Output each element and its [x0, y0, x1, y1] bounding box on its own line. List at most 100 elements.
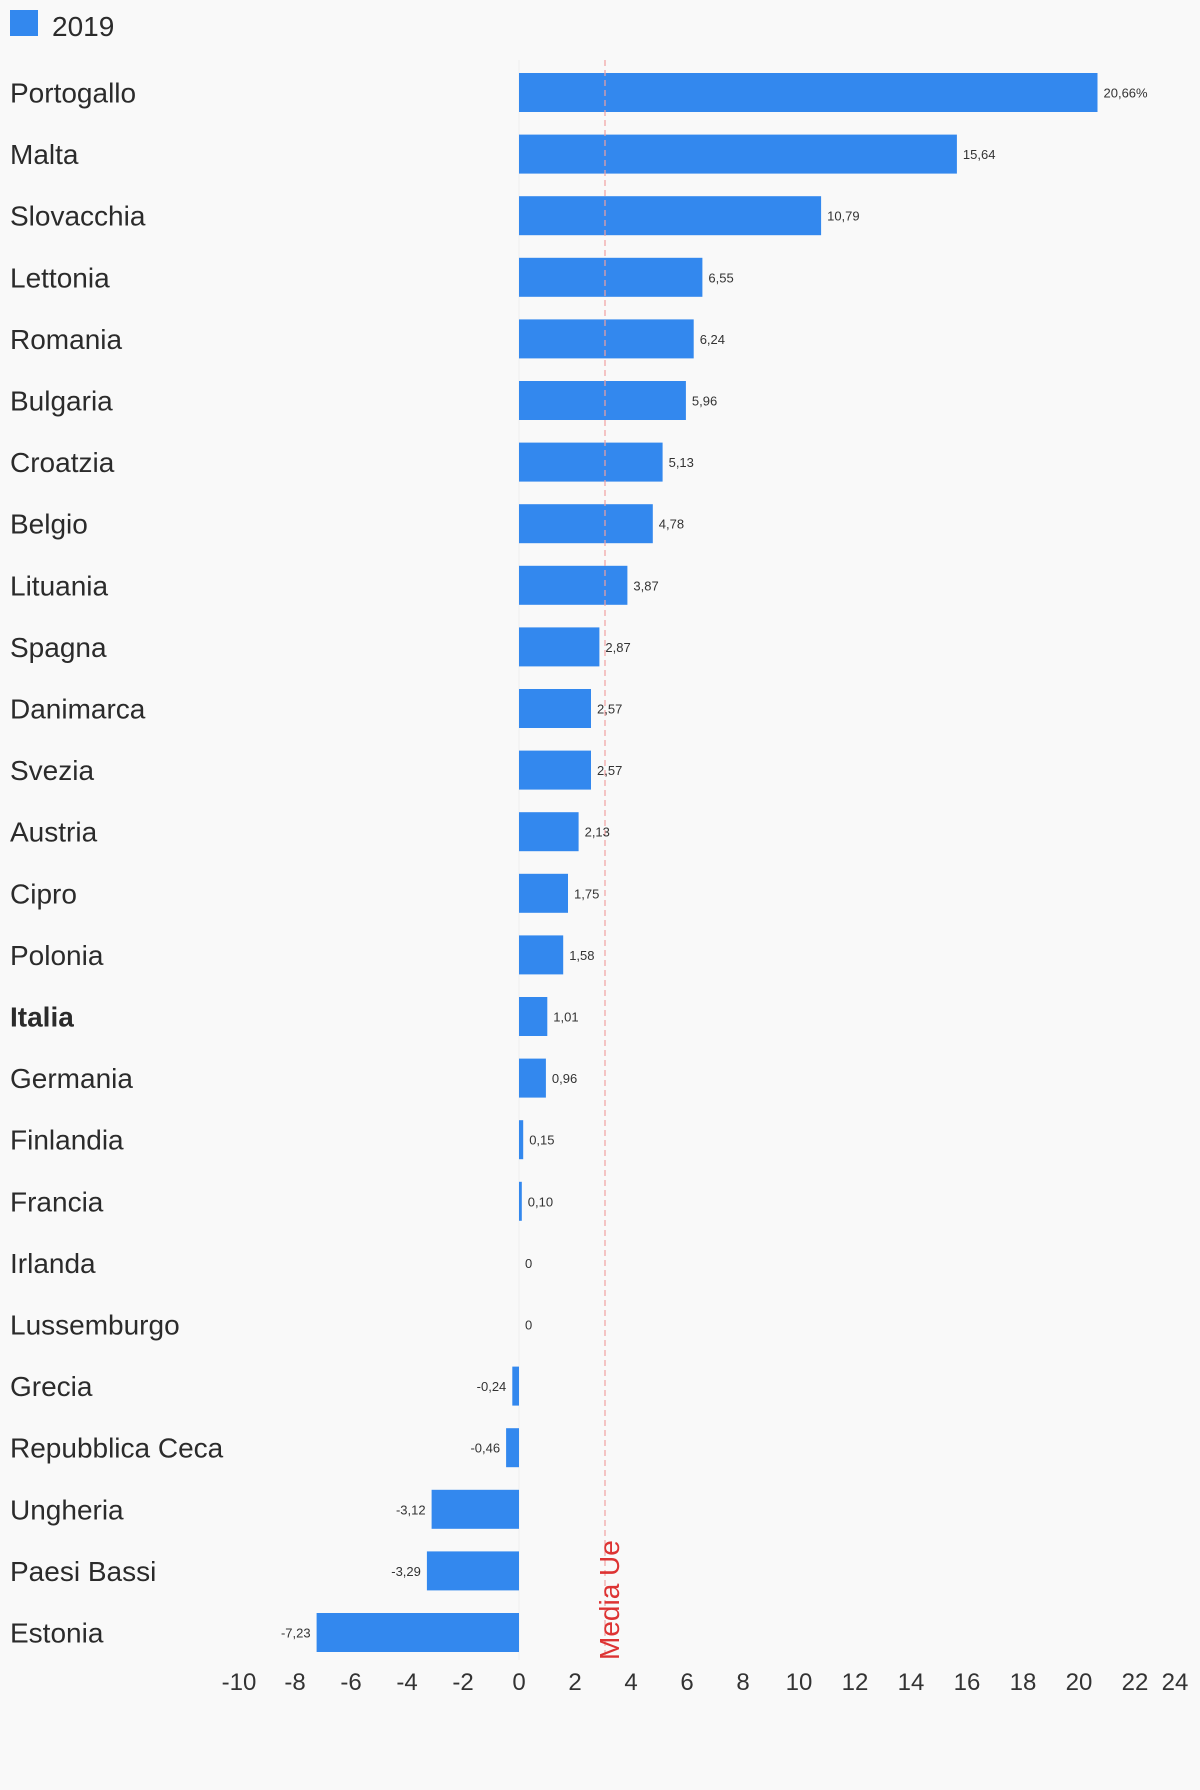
- category-label: Croatzia: [10, 447, 115, 478]
- category-label: Polonia: [10, 940, 104, 971]
- category-label: Bulgaria: [10, 386, 113, 417]
- x-tick-label: 14: [898, 1669, 925, 1696]
- category-labels: Portogallo Malta Slovacchia Lettonia Romania…: [10, 78, 224, 1649]
- value-label: 2,57: [597, 702, 622, 717]
- category-label: Repubblica Ceca: [10, 1433, 224, 1464]
- reference-annotation: Media Ue: [594, 1540, 625, 1660]
- x-tick-label: 2: [568, 1669, 581, 1696]
- bar: [519, 504, 653, 544]
- bar: [519, 750, 591, 790]
- x-tick-label: -8: [284, 1669, 305, 1696]
- value-label: 5,13: [669, 455, 694, 470]
- bar: [431, 1489, 519, 1529]
- value-label: 1,58: [569, 948, 594, 963]
- value-label: -7,23: [281, 1626, 311, 1641]
- bar: [519, 134, 957, 174]
- category-label: Irlanda: [10, 1248, 96, 1279]
- category-label: Svezia: [10, 755, 94, 786]
- value-label: 2,13: [585, 825, 610, 840]
- bar: [512, 1366, 519, 1406]
- x-tick-label: 24: [1162, 1669, 1189, 1696]
- bar: [519, 257, 703, 297]
- x-axis-ticks: -10 -8 -6 -4 -2 0 2 4 6 8 10 12 14 16 18 20 22 24: [222, 1669, 1189, 1696]
- value-label: -3,29: [391, 1564, 421, 1579]
- value-label: 6,55: [708, 270, 733, 285]
- category-label: Portogallo: [10, 78, 136, 109]
- x-tick-label: -2: [452, 1669, 473, 1696]
- reference-line-label: Media Ue: [594, 1540, 625, 1660]
- bar: [519, 1181, 522, 1221]
- category-label: Grecia: [10, 1371, 93, 1402]
- category-label: Danimarca: [10, 694, 146, 725]
- bar: [519, 627, 600, 667]
- bar: [519, 381, 686, 420]
- value-label: 0: [525, 1256, 532, 1271]
- x-tick-label: 0: [512, 1669, 525, 1696]
- bar: [316, 1613, 519, 1652]
- x-tick-label: 12: [842, 1669, 869, 1696]
- x-tick-label: 10: [786, 1669, 813, 1696]
- category-label: Belgio: [10, 509, 88, 540]
- category-label: Germania: [10, 1063, 133, 1094]
- x-tick-label: 16: [954, 1669, 981, 1696]
- value-label: 6,24: [700, 332, 725, 347]
- value-labels: 20,66% 15,64 10,79 6,55 6,24 5,96 5,13 4,78 3,87…: [281, 86, 1148, 1641]
- x-tick-label: 8: [736, 1669, 749, 1696]
- legend-swatch: [10, 10, 38, 36]
- value-label: 5,96: [692, 394, 717, 409]
- x-tick-label: 22: [1122, 1669, 1149, 1696]
- value-label: 2,87: [605, 640, 630, 655]
- category-label: Estonia: [10, 1618, 104, 1649]
- category-label: Malta: [10, 139, 79, 170]
- x-tick-label: -4: [396, 1669, 417, 1696]
- category-label: Slovacchia: [10, 201, 146, 232]
- bar: [519, 565, 628, 605]
- category-label: Lituania: [10, 570, 109, 601]
- legend-label: 2019: [52, 11, 114, 42]
- bar: [506, 1428, 519, 1468]
- bar: [519, 73, 1098, 112]
- bar: [519, 196, 822, 236]
- category-label: Lettonia: [10, 262, 110, 293]
- category-label: Lussemburgo: [10, 1310, 180, 1341]
- value-label: 0,96: [552, 1071, 577, 1086]
- legend: 2019: [10, 10, 114, 42]
- value-label: -3,12: [396, 1502, 426, 1517]
- category-label: Ungheria: [10, 1494, 124, 1525]
- bar: [519, 442, 663, 482]
- x-tick-label: -6: [340, 1669, 361, 1696]
- value-label: -0,24: [477, 1379, 507, 1394]
- value-label: 2,57: [597, 763, 622, 778]
- value-label: 10,79: [827, 209, 860, 224]
- x-tick-label: 20: [1066, 1669, 1093, 1696]
- value-label: 4,78: [659, 517, 684, 532]
- value-label: 0,15: [529, 1133, 554, 1148]
- bar: [519, 689, 591, 728]
- value-label: 0: [525, 1318, 532, 1333]
- value-label: 15,64: [963, 147, 996, 162]
- x-tick-label: -10: [222, 1669, 257, 1696]
- bar: [519, 812, 579, 852]
- bar: [519, 1120, 524, 1160]
- bar: [519, 319, 694, 359]
- value-label: -0,46: [470, 1441, 500, 1456]
- value-label: 1,75: [574, 886, 599, 901]
- value-label: 1,01: [553, 1010, 578, 1025]
- value-label: 3,87: [633, 578, 658, 593]
- x-tick-label: 4: [624, 1669, 637, 1696]
- category-label: Romania: [10, 324, 122, 355]
- category-label: Italia: [10, 1002, 74, 1033]
- category-label: Spagna: [10, 632, 107, 663]
- bar: [519, 935, 564, 975]
- bar: [426, 1551, 519, 1591]
- bar: [519, 873, 568, 913]
- category-label: Francia: [10, 1186, 104, 1217]
- x-tick-label: 18: [1010, 1669, 1037, 1696]
- category-label: Paesi Bassi: [10, 1556, 156, 1587]
- value-label: 20,66%: [1104, 86, 1149, 101]
- category-label: Cipro: [10, 878, 77, 909]
- bar: [519, 997, 548, 1036]
- value-label: 0,10: [528, 1194, 553, 1209]
- bars: [316, 60, 1098, 1655]
